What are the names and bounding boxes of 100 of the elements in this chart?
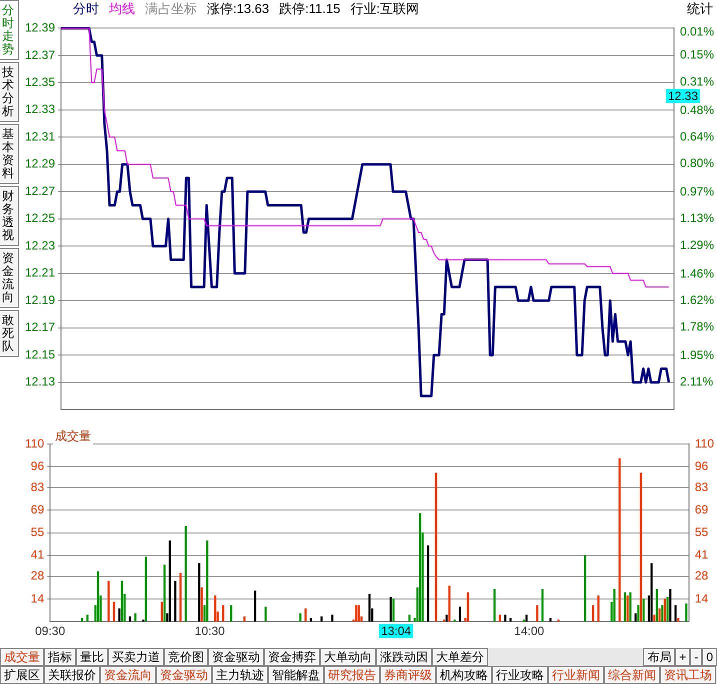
text: 研究报告 (324, 666, 380, 684)
text: 资金驱动 (156, 666, 212, 684)
y2-tick-label: 0.01% (680, 24, 714, 38)
text: 机构攻略 (436, 666, 492, 684)
text: - (690, 648, 702, 666)
text: 分时走势 (0, 0, 19, 60)
bar (160, 602, 163, 622)
y-tick-label: 83 (30, 480, 44, 494)
bar (656, 588, 658, 622)
text: 主力轨迹 (212, 666, 268, 684)
bar (541, 588, 544, 622)
bar (434, 472, 438, 622)
bar (618, 458, 621, 622)
y-tick-label: 12.19 (25, 292, 56, 307)
bar (650, 563, 653, 622)
y2-tick-label: 0.15% (680, 48, 714, 62)
bar (637, 605, 640, 622)
bar (640, 472, 642, 622)
text: 行业攻略 (492, 666, 548, 684)
text: 行业:互联网 (350, 0, 419, 18)
y-tick-label: 12.21 (25, 266, 56, 280)
y2-tick-label: 1.13% (680, 211, 714, 226)
text: 竞价图 (164, 648, 208, 666)
bar (677, 618, 680, 622)
x-tick-label: 14:00 (514, 624, 545, 638)
bar (685, 604, 688, 622)
y2-tick-label: 1.46% (680, 266, 714, 280)
annotation: 12.33 (666, 89, 700, 103)
y2-tick-label: 1.78% (680, 320, 714, 334)
text: 统计 (687, 0, 713, 18)
y2-tick-label: 0.48% (680, 102, 714, 117)
bar (163, 564, 166, 622)
y-tick-label: 55 (30, 525, 44, 540)
bar (446, 614, 448, 622)
y-tick-label: 12.39 (25, 20, 56, 35)
bar (206, 540, 208, 622)
y2-tick-label: 41 (694, 548, 709, 562)
bar (264, 606, 267, 622)
bar (634, 613, 637, 622)
text: 大单差分 (432, 648, 488, 666)
bar (358, 605, 360, 622)
text: 成交量 (0, 648, 44, 666)
text: 13:04 (379, 624, 414, 638)
bar (669, 588, 672, 622)
text: 0 (702, 648, 717, 666)
text: + (675, 648, 690, 666)
text: 量比 (76, 648, 108, 666)
y2-tick-label: 2.11% (680, 374, 714, 389)
bar (658, 608, 661, 622)
bar (198, 563, 200, 622)
y-tick-label: 110 (24, 436, 44, 450)
chart-title: 成交量 (53, 428, 94, 445)
bar (108, 580, 110, 622)
y-tick-label: 28 (30, 568, 44, 583)
bar (168, 540, 171, 622)
bar (96, 571, 100, 622)
bar (642, 598, 645, 622)
bar (390, 597, 392, 622)
text: 券商评级 (380, 666, 436, 684)
bar (304, 608, 307, 622)
text: 智能解盘 (268, 666, 324, 684)
y2-tick-label: 110 (694, 436, 714, 450)
y2-tick-label: 1.62% (680, 292, 714, 307)
bar (626, 595, 629, 622)
bar (664, 598, 666, 622)
y-tick-label: 12.31 (25, 129, 56, 144)
text: 大单动向 (320, 648, 376, 666)
series-label: 均线 (109, 0, 135, 18)
bar (426, 545, 430, 622)
bar (355, 605, 358, 622)
bar (509, 618, 512, 622)
text: 扩展区 (0, 666, 44, 684)
y2-tick-label: 69 (694, 502, 709, 517)
bar (230, 605, 232, 622)
text: 综合新闻 (604, 666, 660, 684)
bar (184, 526, 187, 622)
bar (112, 602, 116, 622)
bar (174, 580, 176, 622)
text: 涨跌动因 (376, 648, 432, 666)
bar (418, 513, 422, 622)
y-tick-label: 12.17 (25, 320, 56, 334)
text: 布局 (643, 648, 676, 666)
text: 财务透视 (0, 186, 19, 246)
bar (179, 572, 182, 622)
y2-tick-label: 96 (694, 458, 709, 473)
bar (494, 588, 496, 622)
y2-tick-label: 83 (694, 480, 709, 494)
bar (222, 605, 224, 622)
text: 行业新闻 (548, 666, 604, 684)
bar (613, 588, 616, 622)
y-tick-label: 41 (30, 548, 44, 562)
bar (299, 613, 302, 622)
bar (536, 605, 538, 622)
series-label: 分时 (73, 0, 99, 18)
bar (661, 605, 664, 622)
text: 关联报价 (44, 666, 100, 684)
bar (592, 605, 594, 622)
text: 资金流向 (0, 248, 19, 308)
text: 满占坐标 (145, 0, 197, 18)
y-tick-label: 12.35 (25, 75, 56, 89)
